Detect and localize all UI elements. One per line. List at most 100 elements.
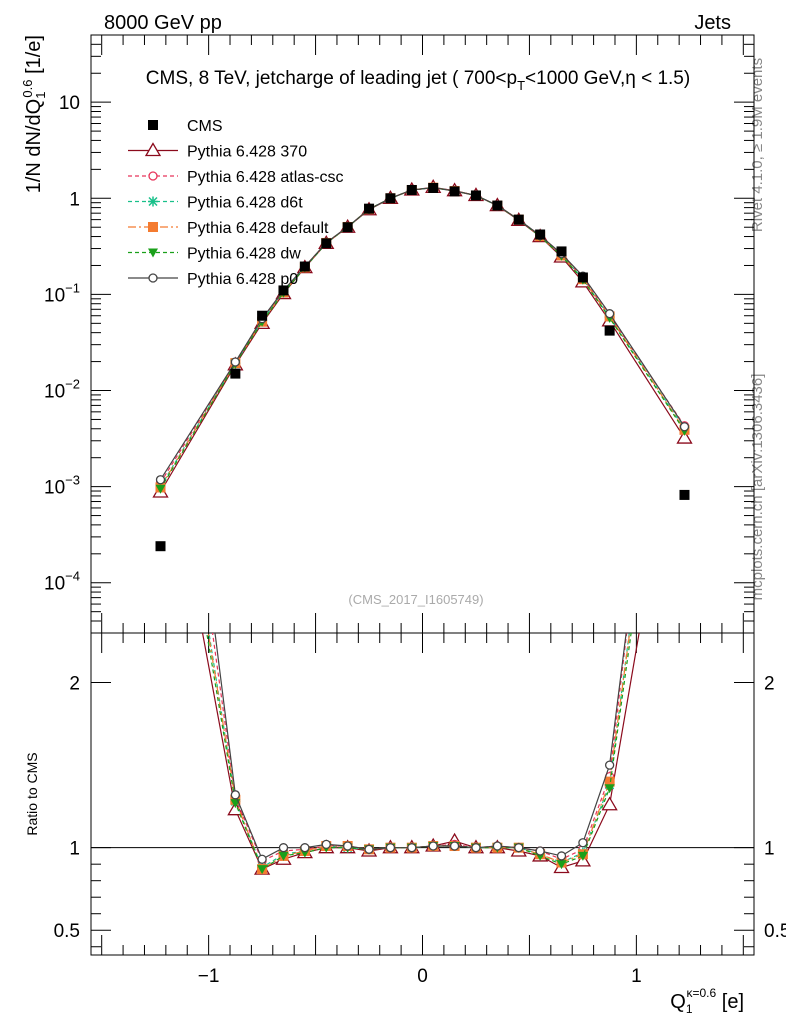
data-point [577, 272, 588, 283]
legend-item: Pythia 6.428 d6t [128, 195, 303, 212]
legend-marker [148, 120, 158, 130]
legend-item: Pythia 6.428 p0 [128, 271, 298, 288]
xlabel-part-2: [e] [716, 991, 744, 1013]
data-point [342, 222, 353, 233]
ratio-point [556, 860, 567, 870]
legend-marker [148, 171, 158, 181]
legend-item: Pythia 6.428 atlas-csc [128, 169, 344, 186]
ratio-point [492, 841, 503, 851]
data-point [155, 484, 166, 494]
data-point [604, 325, 615, 336]
main-ylabel: 1/N dN/dQ10.6 [1/e] [20, 35, 48, 193]
title-subscript: T [517, 78, 525, 93]
watermark: (CMS_2017_I1605749) [348, 592, 483, 607]
data-point [604, 309, 615, 319]
ratio-point [230, 790, 241, 800]
data-point [230, 368, 241, 379]
legend-marker [148, 222, 158, 232]
data-point [364, 203, 375, 214]
chart-title: CMS, 8 TeV, jetcharge of leading jet ( 7… [146, 68, 690, 93]
data-point [428, 182, 439, 193]
ratio-point [604, 784, 615, 794]
mcplots-label: mcplots.cern.ch [arXiv:1306.3436] [749, 374, 766, 601]
legend-marker [148, 196, 158, 207]
y-tick-label: 10−2 [44, 377, 80, 403]
title-part-1: CMS, 8 TeV, jetcharge of leading jet ( 7… [146, 68, 517, 89]
x-tick-label: 1 [631, 966, 642, 987]
ratio-point [471, 843, 481, 853]
ratio-point [257, 865, 268, 875]
xlabel-part-1: Q [670, 991, 686, 1013]
ratio-point [385, 843, 396, 853]
y-tick-label: 10 [59, 93, 80, 114]
ratio-ylabel: Ratio to CMS [24, 752, 40, 835]
xlabel-superscript: κ=0.6 [687, 986, 717, 1000]
ratio-series-pythia-6-428-d6t [208, 633, 630, 873]
legend-label: Pythia 6.428 atlas-csc [187, 169, 344, 186]
data-point [230, 357, 241, 367]
ratio-point [556, 851, 567, 861]
legend-label: Pythia 6.428 default [187, 220, 329, 237]
ratio-point [278, 851, 289, 861]
y-tick-label: 1 [69, 189, 80, 210]
header-right: Jets [694, 12, 731, 34]
main-series-group [152, 179, 693, 552]
legend-item: CMS [148, 118, 223, 135]
ylabel-part-1: 1/N dN/dQ [23, 99, 45, 193]
ratio-series-group [201, 633, 640, 875]
ratio-point [257, 854, 267, 864]
ratio-series-pythia-6-428-p0 [214, 633, 627, 864]
rivet-label: Rivet 4.1.0, ≥ 1.9M events [749, 58, 766, 232]
ratio-point [601, 796, 618, 811]
ratio-panel: 0.5 0.51 12 2−1 0 1 Ratio to CMS Q1κ=0.6 [e] [24, 632, 786, 1016]
ratio-y-tick-label-right: 0.5 [764, 921, 786, 942]
ratio-point [407, 843, 417, 853]
ylabel-part-2: [1/e] [23, 35, 45, 79]
xlabel-subscript: 1 [686, 1002, 693, 1016]
legend-item: Pythia 6.428 default [128, 220, 329, 237]
legend-label: Pythia 6.428 p0 [187, 271, 298, 288]
y-tick-label: 10−4 [44, 569, 80, 595]
ratio-point [321, 839, 331, 850]
ratio-y-tick-label-right: 2 [764, 674, 775, 695]
legend-label: Pythia 6.428 370 [187, 144, 307, 161]
ratio-axis-ticks [91, 633, 754, 955]
ratio-frame [90, 632, 755, 956]
y-tick-label: 10−3 [44, 473, 80, 499]
ratio-point [604, 760, 615, 770]
legend-label: Pythia 6.428 d6t [187, 195, 303, 212]
legend-marker [148, 248, 158, 258]
title-part-2: <1000 GeV,η < 1.5) [525, 68, 690, 89]
header-left: 8000 GeV pp [104, 12, 222, 34]
legend-marker [144, 142, 162, 157]
main-tick-labels: 10−4 10−3 10−2 10−1 1 10 [44, 93, 80, 595]
data-point [449, 186, 460, 197]
ratio-point [535, 846, 545, 856]
ylabel-superscript: 0.6 [20, 79, 35, 97]
x-tick-label: 0 [417, 966, 428, 987]
data-point [155, 541, 166, 552]
ratio-y-tick-label-right: 1 [764, 839, 775, 860]
data-point [406, 184, 417, 195]
ratio-point [449, 841, 460, 851]
legend: CMS Pythia 6.428 370 Pythia 6.428 atlas-cs… [128, 118, 344, 288]
data-point [492, 200, 503, 211]
legend-label: Pythia 6.428 dw [187, 246, 301, 263]
ratio-point [278, 843, 289, 853]
y-tick-label: 10−1 [44, 280, 80, 306]
data-point [321, 238, 332, 249]
ratio-point [578, 838, 588, 848]
main-axis-ticks [91, 34, 754, 634]
ratio-point [514, 843, 524, 853]
ratio-line [208, 633, 630, 869]
ratio-point [364, 844, 374, 854]
ratio-point [428, 841, 438, 851]
data-point [299, 261, 310, 272]
data-point [385, 193, 396, 204]
legend-label: CMS [187, 118, 223, 135]
ratio-point [300, 843, 310, 853]
ratio-xlabel: Q1 κ=0.6 [e] [670, 986, 744, 1016]
data-point [676, 429, 693, 444]
